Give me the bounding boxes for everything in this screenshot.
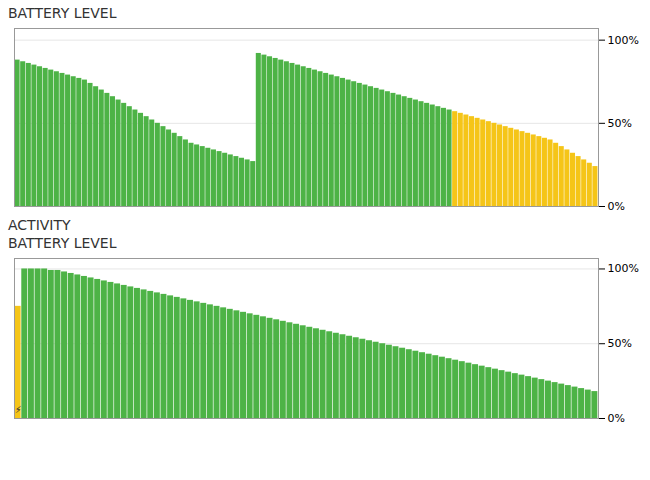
svg-text:50%: 50%: [608, 337, 632, 350]
html-text:ACTIVITY: ACTIVITY: [8, 217, 71, 233]
svg-text:100%: 100%: [608, 34, 639, 47]
svg-text:⚡: ⚡: [15, 404, 22, 415]
html-text:BATTERY LEVEL: BATTERY LEVEL: [8, 235, 117, 251]
svg-text:50%: 50%: [608, 117, 632, 130]
svg-text:0%: 0%: [608, 200, 625, 212]
svg-text:0%: 0%: [608, 412, 625, 424]
html-text:BATTERY LEVEL: BATTERY LEVEL: [8, 5, 117, 21]
svg-text:100%: 100%: [608, 262, 639, 275]
